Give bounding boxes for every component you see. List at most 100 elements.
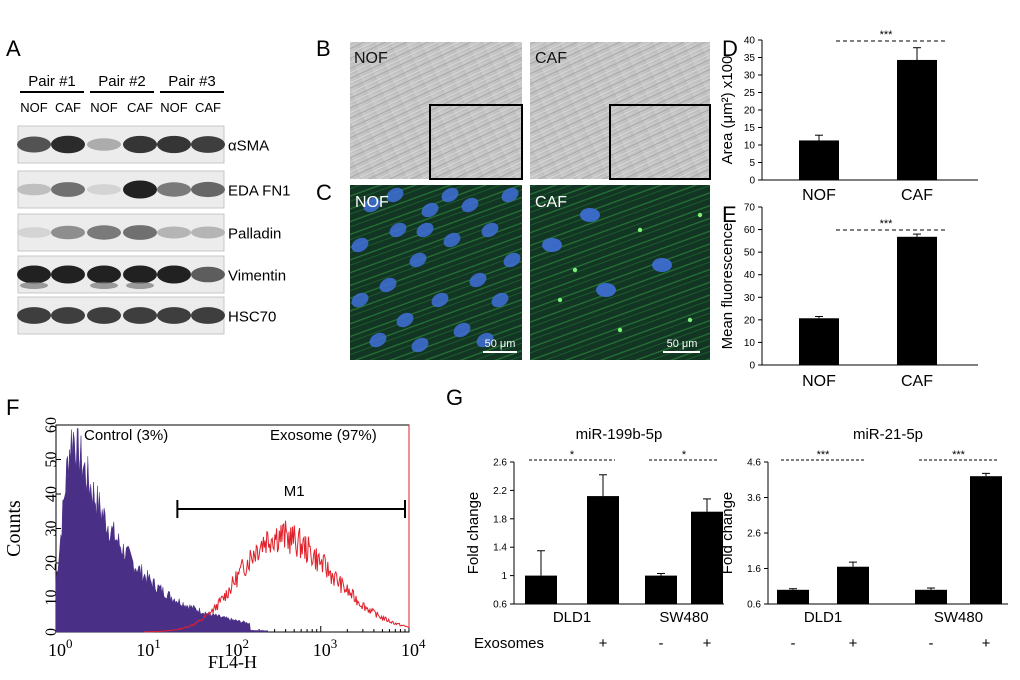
- x-tick-label: CAF: [901, 373, 933, 390]
- blot-band: [20, 282, 48, 289]
- nucleus: [542, 238, 562, 252]
- nucleus: [453, 322, 471, 338]
- caf-fluorescence-image: [530, 185, 710, 360]
- y-tick-label: 1.6: [747, 564, 761, 575]
- blot-band: [191, 266, 225, 283]
- exosomes-label: Exosomes: [474, 635, 544, 652]
- y-tick-label: 15: [744, 123, 756, 134]
- blot-band: [123, 180, 157, 199]
- blot-label: αSMA: [228, 138, 269, 155]
- blot-band: [191, 181, 225, 198]
- legend-label: Control (3%): [84, 427, 168, 444]
- panel-c-letter: C: [316, 180, 332, 205]
- y-tick-label: 0: [43, 628, 60, 636]
- y-tick-label: 5: [749, 158, 755, 169]
- lane-label: NOF: [160, 100, 188, 115]
- speck: [687, 317, 693, 323]
- x-group-label: SW480: [934, 609, 983, 626]
- chart-title: miR-21-5p: [853, 426, 923, 443]
- bar: [897, 236, 937, 365]
- nucleus: [351, 237, 369, 253]
- significance-label: *: [570, 449, 575, 461]
- panel-b-letter: B: [316, 36, 331, 61]
- significance-label: *: [682, 449, 687, 461]
- nucleus: [431, 292, 449, 308]
- lane-labels: NOF CAF NOF CAF NOF CAF: [20, 100, 221, 115]
- blot-band: [157, 307, 191, 324]
- x-tick-exponent: 1: [154, 636, 161, 651]
- exosome-histogram: [144, 425, 410, 633]
- chart-d: 0 5 10 15 20 25 30 35 40 Area (μm²) x100 NOF CAF ***: [719, 29, 978, 204]
- nucleus: [369, 332, 387, 348]
- nucleus: [363, 197, 381, 213]
- speck: [637, 227, 643, 233]
- blot-band: [17, 307, 51, 324]
- blot-band: [123, 307, 157, 324]
- caf-if-label: CAF: [535, 194, 567, 211]
- blot-label: Vimentin: [228, 268, 286, 285]
- chart-g-mir21: 0.6 1.6 2.6 3.6 4.6 Fold change miR-21-5p DLD1 S…: [719, 426, 1008, 652]
- panel-d-letter: D: [722, 36, 738, 61]
- y-tick-label: 50: [43, 452, 60, 468]
- blot-band: [191, 226, 225, 239]
- nucleus: [386, 187, 404, 203]
- western-blots: αSMA EDA FN1 Palladin Vimentin HSC70: [17, 125, 291, 335]
- nof-brightfield-image: [350, 42, 522, 179]
- nucleus: [389, 222, 407, 238]
- y-tick-label: 35: [744, 53, 756, 64]
- pair-label: Pair #1: [28, 73, 76, 90]
- nucleus: [421, 202, 439, 218]
- y-axis-label: Counts: [3, 500, 25, 557]
- caf-nuclei: [542, 208, 703, 333]
- y-tick-label: 10: [744, 338, 756, 349]
- x-tick-label: NOF: [802, 373, 836, 390]
- x-tick-exponent: 3: [331, 636, 338, 651]
- y-tick-label: 20: [744, 106, 756, 117]
- y-tick-label: 40: [744, 36, 756, 47]
- nucleus: [469, 272, 487, 288]
- exosome-sign: +: [703, 635, 712, 652]
- chart-g-mir199: 0.6 1 1.4 1.8 2.2 2.6 Fold change miR-199b-5p DL…: [465, 426, 724, 652]
- nucleus: [501, 187, 519, 203]
- x-tick-label: 100: [48, 636, 73, 660]
- exosome-sign: +: [849, 635, 858, 652]
- y-tick-label: 40: [744, 270, 756, 281]
- exosome-sign: -: [791, 635, 796, 652]
- nucleus: [476, 332, 494, 348]
- y-tick-label: 20: [43, 555, 60, 571]
- blot-band: [51, 265, 85, 284]
- blot-band: [87, 225, 121, 240]
- y-tick-label: 30: [744, 293, 756, 304]
- x-tick-label: 101: [136, 636, 161, 660]
- blot-band: [87, 184, 121, 195]
- blot-band: [17, 183, 51, 196]
- blot-band: [126, 282, 154, 289]
- blot-band: [191, 307, 225, 324]
- exosome-sign: -: [659, 635, 664, 652]
- bar: [799, 140, 839, 180]
- blot-label: EDA FN1: [228, 183, 291, 200]
- speck: [557, 297, 563, 303]
- x-group-label: DLD1: [804, 609, 842, 626]
- blot-band: [87, 138, 121, 151]
- nof-if-label: NOF: [355, 194, 389, 211]
- nucleus: [580, 208, 600, 222]
- y-tick-label: 25: [744, 88, 756, 99]
- nucleus: [481, 222, 499, 238]
- y-tick-label: 40: [43, 486, 60, 502]
- significance-label: ***: [952, 449, 966, 461]
- pair-label: Pair #3: [168, 73, 216, 90]
- blot-band: [90, 282, 118, 289]
- control-histogram: [55, 428, 269, 633]
- bar: [587, 496, 619, 604]
- y-tick-label: 60: [43, 417, 60, 433]
- lane-label: CAF: [127, 100, 153, 115]
- blot-band: [51, 307, 85, 324]
- blot-band: [157, 265, 191, 284]
- y-tick-label: 30: [744, 71, 756, 82]
- nucleus: [411, 337, 429, 353]
- nucleus: [461, 197, 479, 213]
- y-axis-label: Mean fluorescence: [719, 223, 736, 350]
- x-tick-label: 103: [313, 636, 338, 660]
